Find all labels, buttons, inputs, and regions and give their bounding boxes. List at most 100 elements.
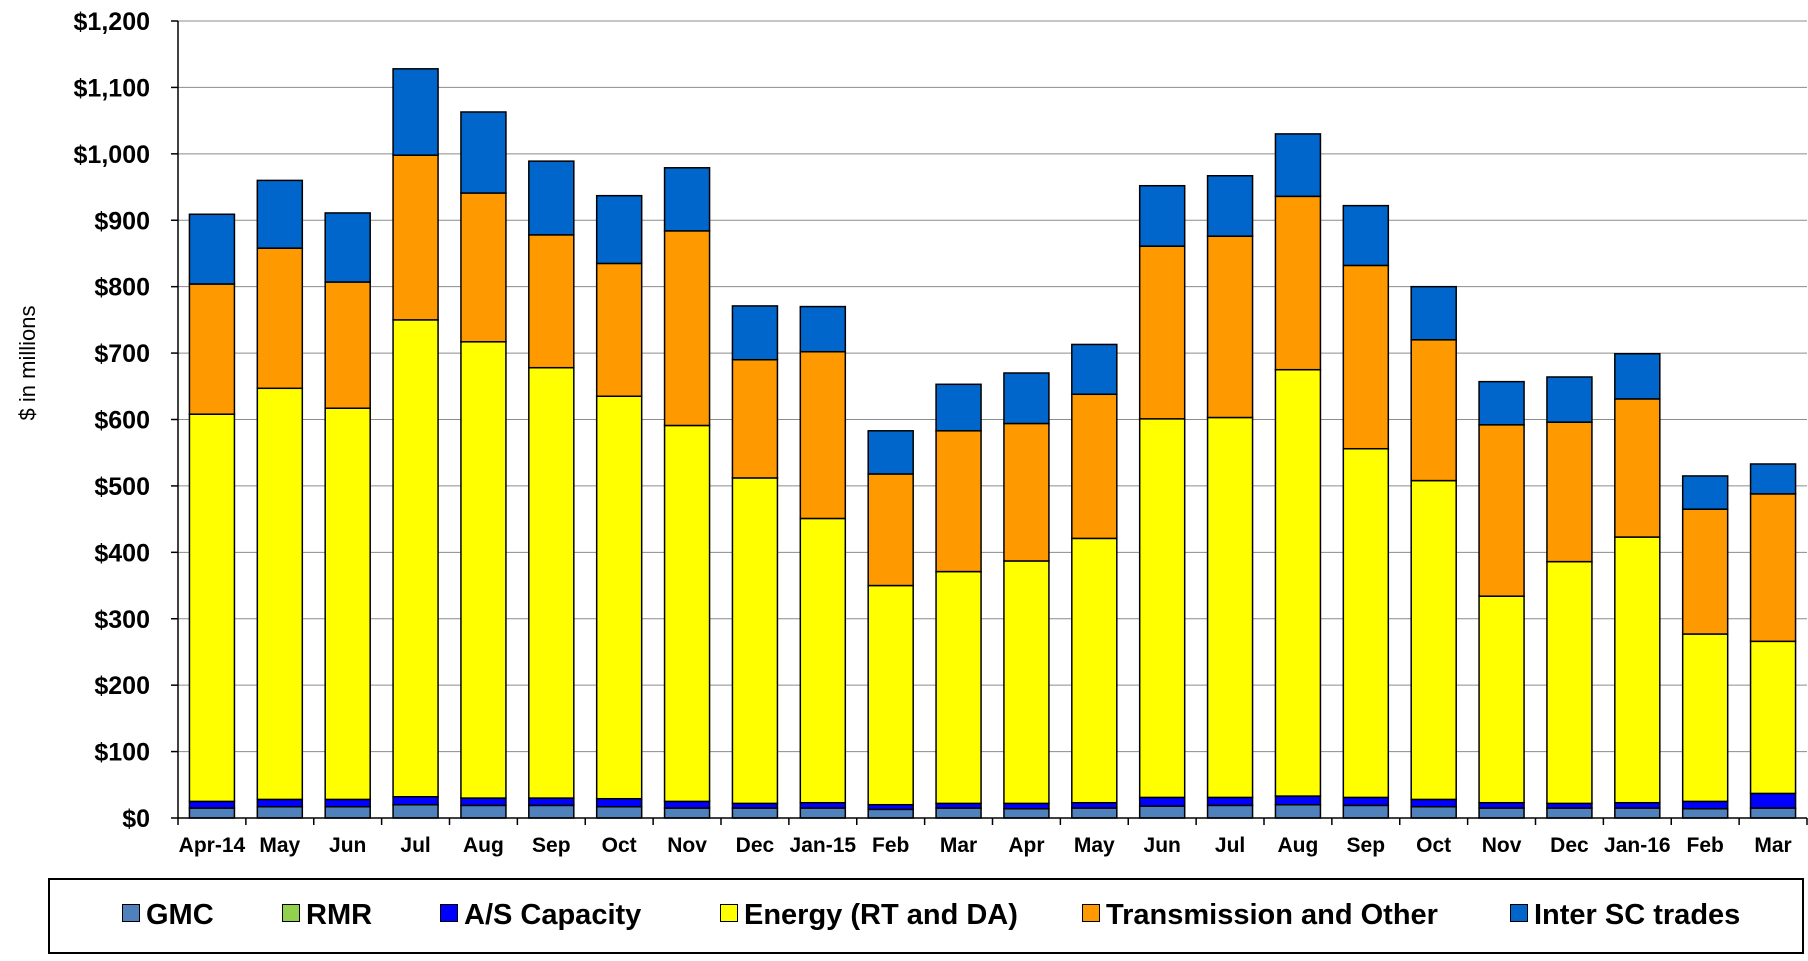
bar-segment-a-s-capacity (663, 800, 711, 809)
legend-item-inter-sc: Inter SC trades (1510, 899, 1740, 932)
bar-segment-inter-sc-trades (392, 68, 439, 156)
bar-segment-inter-sc-trades (1749, 463, 1797, 495)
bar-segment-inter-sc-trades (1342, 204, 1390, 267)
bar-segment-gmc (1749, 807, 1797, 819)
bar-segment-transmission-and-other (1614, 398, 1661, 538)
legend-label-gmc: GMC (146, 899, 214, 931)
bar-segment-energy-rt-and-da- (663, 424, 711, 803)
x-tick-label: Aug (463, 834, 504, 857)
bar-segment-inter-sc-trades (731, 305, 779, 361)
y-tick-label: $500 (94, 473, 150, 501)
legend-swatch-transmission (1082, 904, 1100, 923)
bar-segment-transmission-and-other (528, 234, 575, 369)
bar-segment-gmc (1681, 807, 1729, 819)
x-tick-label: May (259, 834, 300, 857)
legend-label-energy: Energy (RT and DA) (744, 899, 1018, 931)
x-tick-label: Apr (1008, 834, 1044, 857)
legend-label-rmr: RMR (306, 899, 373, 931)
bar-segment-inter-sc-trades (799, 305, 847, 353)
y-tick-label: $1,000 (74, 141, 150, 169)
bar-segment-a-s-capacity (1410, 798, 1457, 808)
bar-segment-gmc (1206, 804, 1254, 819)
legend-swatch-gmc (122, 904, 140, 923)
legend-swatch-as-capacity (440, 904, 458, 923)
y-tick-labels: $0 $100 $200 $300 $400 $500 $600 $700 $800 $900 $1… (74, 8, 150, 833)
bar-segment-transmission-and-other (1749, 493, 1797, 643)
y-tick-label: $900 (94, 207, 150, 235)
x-tick-label: Jan-16 (1604, 834, 1671, 857)
bar-segment-transmission-and-other (1342, 264, 1390, 450)
bar-segment-transmission-and-other (799, 351, 847, 520)
bar-segment-transmission-and-other (460, 192, 507, 343)
axes (171, 20, 1808, 825)
bar-segment-energy-rt-and-da- (188, 413, 236, 803)
legend-item-transmission: Transmission and Other (1082, 899, 1438, 932)
bar-segment-inter-sc-trades (1003, 372, 1050, 425)
bar-segment-energy-rt-and-da- (935, 570, 982, 805)
bar-segment-energy-rt-and-da- (1206, 416, 1254, 799)
bar-segment-gmc (799, 807, 847, 819)
bar-segment-a-s-capacity (392, 795, 439, 806)
bar-segment-a-s-capacity (1003, 802, 1050, 810)
x-tick-label: Feb (872, 834, 909, 857)
y-tick-label: $1,200 (74, 8, 150, 36)
x-tick-label: Jan-15 (790, 834, 857, 857)
bar-segment-inter-sc-trades (1410, 285, 1457, 341)
bar-segment-gmc (1614, 807, 1661, 819)
bar-segment-energy-rt-and-da- (324, 407, 371, 801)
bar-segment-energy-rt-and-da- (392, 319, 439, 798)
y-axis-label: $ in millions (15, 305, 40, 421)
bar-segment-inter-sc-trades (1274, 133, 1322, 198)
bar-segment-gmc (324, 805, 371, 819)
bar-segment-transmission-and-other (188, 283, 236, 415)
x-tick-label: Jun (1144, 834, 1181, 857)
bar-segment-transmission-and-other (1681, 508, 1729, 635)
bar-segment-inter-sc-trades (460, 111, 507, 194)
bar-segment-energy-rt-and-da- (731, 477, 779, 805)
y-tick-label: $700 (94, 340, 150, 368)
x-tick-label: Jul (400, 834, 430, 857)
bar-segment-gmc (731, 807, 779, 819)
x-tick-label: Sep (1347, 834, 1386, 857)
bar-segment-energy-rt-and-da- (1138, 418, 1186, 799)
bar-segment-inter-sc-trades (324, 212, 371, 283)
bar-segment-energy-rt-and-da- (256, 387, 304, 801)
bar-segment-energy-rt-and-da- (1274, 368, 1322, 797)
bar-segment-inter-sc-trades (935, 383, 982, 432)
y-tick-label: $400 (94, 539, 150, 567)
bar-segment-transmission-and-other (256, 247, 304, 390)
bar-segment-transmission-and-other (392, 154, 439, 321)
bar-segment-energy-rt-and-da- (1478, 595, 1525, 804)
bar-segment-energy-rt-and-da- (1614, 536, 1661, 804)
legend-item-as-capacity: A/S Capacity (440, 899, 641, 932)
bar-segment-inter-sc-trades (1614, 352, 1661, 400)
legend-item-energy: Energy (RT and DA) (720, 899, 1018, 932)
bar-segment-transmission-and-other (1546, 421, 1593, 563)
bar-segment-energy-rt-and-da- (1003, 560, 1050, 805)
y-tick-label: $100 (94, 739, 150, 767)
bar-segment-gmc (595, 805, 643, 819)
gridlines (178, 20, 1807, 753)
bar-segment-transmission-and-other (324, 281, 371, 409)
bar-segment-a-s-capacity (528, 797, 575, 807)
bar-segment-inter-sc-trades (528, 160, 575, 236)
bar-segment-gmc (1546, 807, 1593, 819)
bar-segment-transmission-and-other (595, 262, 643, 398)
bar-segment-gmc (1003, 807, 1050, 819)
bar-segment-a-s-capacity (1274, 795, 1322, 806)
bar-segment-a-s-capacity (1614, 801, 1661, 809)
bar-segment-gmc (1478, 807, 1525, 819)
bar-segment-energy-rt-and-da- (1681, 633, 1729, 803)
x-tick-label: Apr-14 (179, 834, 246, 857)
x-tick-label: Dec (736, 834, 775, 857)
x-tick-label: Dec (1550, 834, 1589, 857)
bar-segment-energy-rt-and-da- (1749, 640, 1797, 795)
bar-segment-transmission-and-other (1071, 393, 1118, 540)
y-tick-label: $600 (94, 407, 150, 435)
bar-segment-transmission-and-other (663, 230, 711, 427)
bar-segment-energy-rt-and-da- (799, 517, 847, 804)
bar-segment-energy-rt-and-da- (1342, 447, 1390, 799)
x-tick-label: Sep (532, 834, 571, 857)
legend-label-as-capacity: A/S Capacity (464, 899, 642, 931)
